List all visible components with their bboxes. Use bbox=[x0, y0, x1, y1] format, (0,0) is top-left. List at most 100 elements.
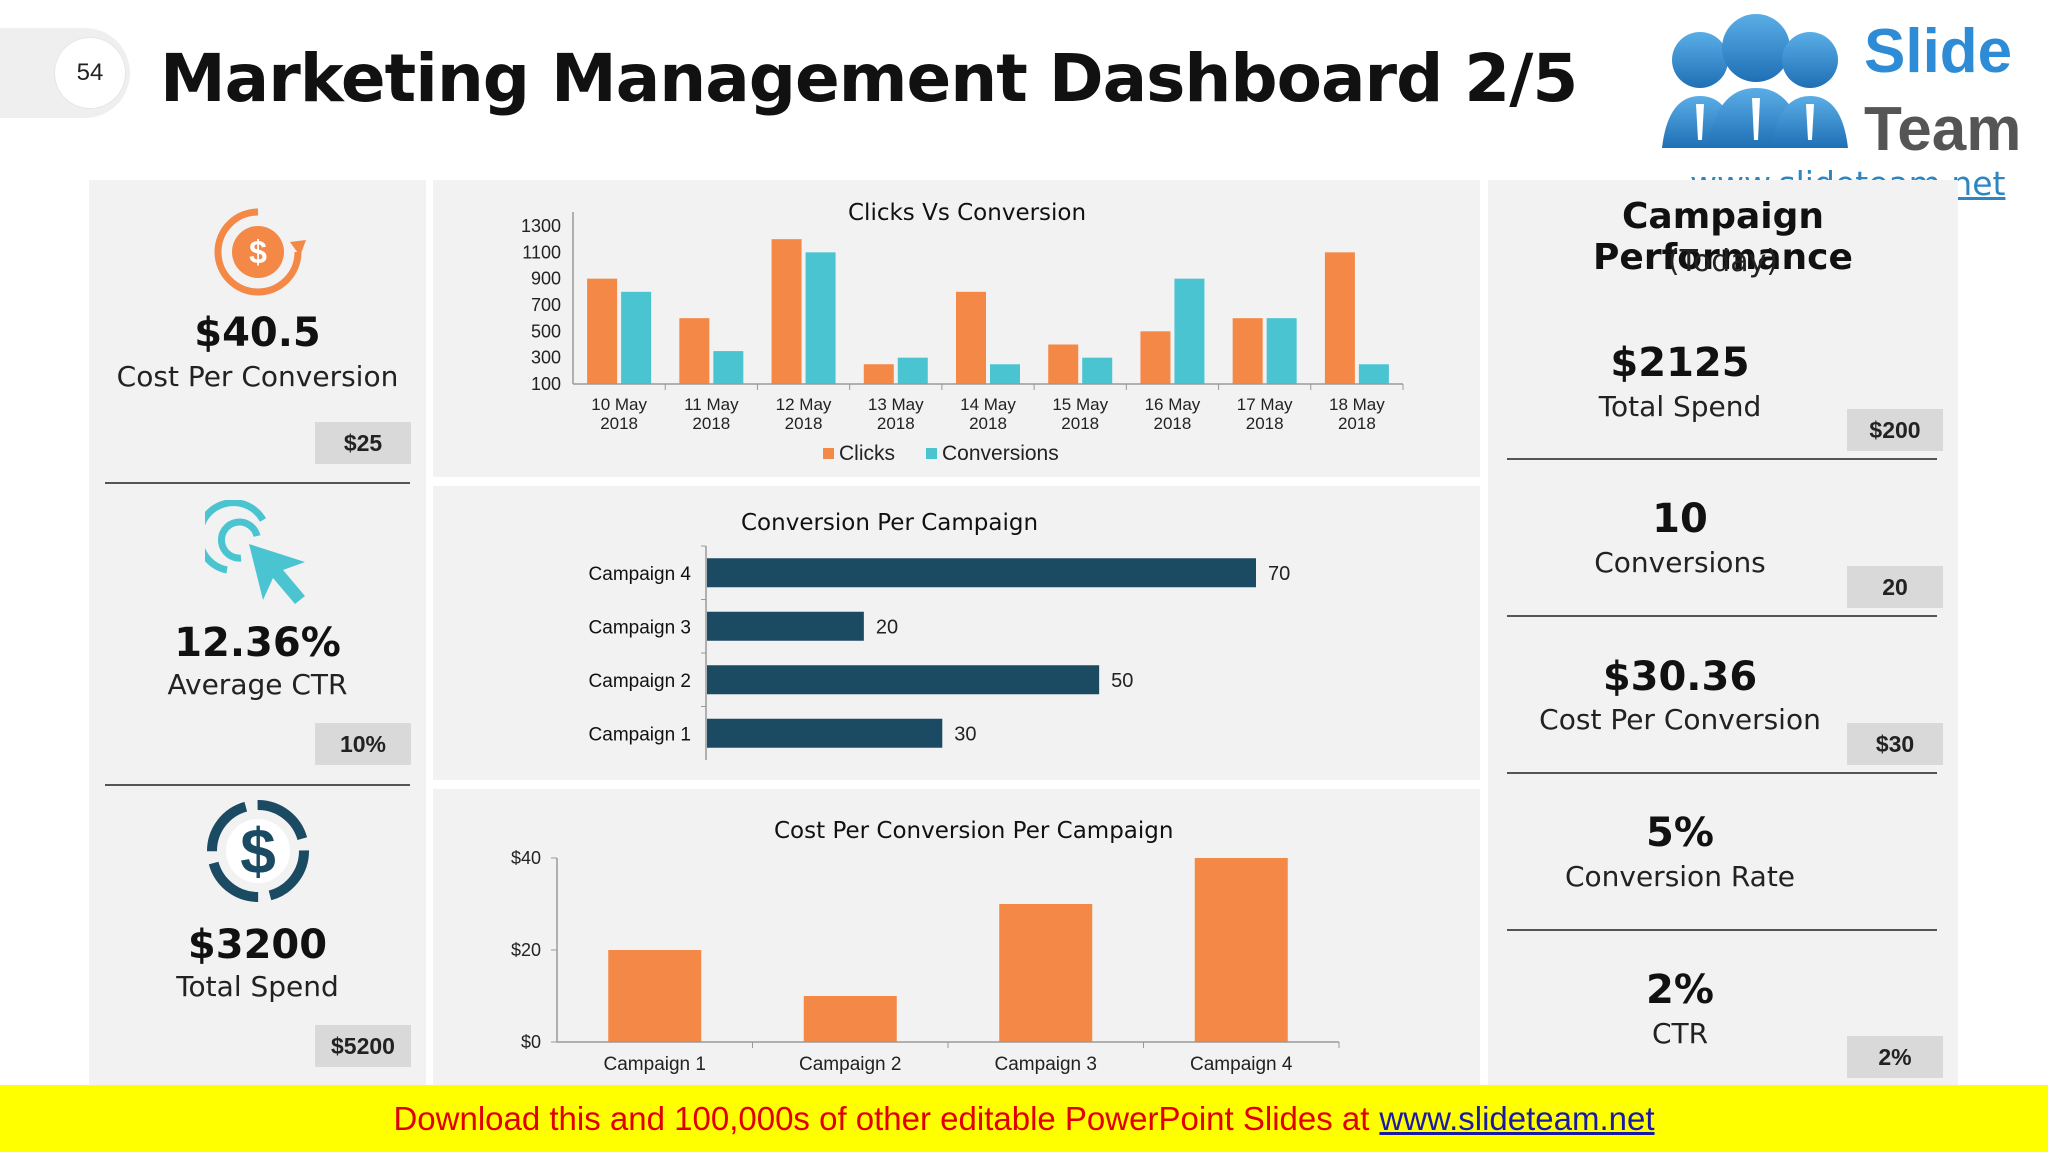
target-badge: 2% bbox=[1847, 1036, 1943, 1078]
cp-value: 5% bbox=[1646, 810, 1714, 856]
y-tick-label: 1100 bbox=[522, 242, 561, 262]
cp-label: CTR bbox=[1651, 1017, 1709, 1050]
data-label: 30 bbox=[954, 723, 976, 745]
svg-text:$: $ bbox=[240, 815, 276, 887]
y-tick-label: Campaign 3 bbox=[589, 617, 691, 638]
kpi-value: $40.5 bbox=[194, 310, 321, 356]
bar-conversions bbox=[1082, 357, 1113, 384]
kpi-label: Average CTR bbox=[167, 668, 348, 701]
x-tick-label: 2018 bbox=[1338, 414, 1376, 433]
data-label: 70 bbox=[1268, 563, 1290, 585]
y-tick-label: 300 bbox=[531, 348, 561, 368]
x-tick-label: 15 May bbox=[1052, 395, 1108, 414]
bar-clicks bbox=[771, 239, 802, 384]
bar bbox=[1194, 858, 1288, 1042]
y-tick-label: 700 bbox=[531, 295, 561, 315]
x-tick-label: Campaign 3 bbox=[995, 1054, 1097, 1075]
svg-text:$: $ bbox=[249, 234, 267, 270]
bar-conversions bbox=[1358, 364, 1389, 384]
bar-conversions bbox=[990, 364, 1020, 384]
legend-swatch bbox=[823, 448, 834, 459]
x-tick-label: 2018 bbox=[600, 414, 638, 433]
left-kpi-panel bbox=[89, 180, 426, 1085]
campaign-performance-panel bbox=[1488, 180, 1958, 1085]
cp-label: Conversions bbox=[1594, 546, 1766, 579]
people-logo-icon: Slide Team bbox=[1662, 14, 2021, 164]
target-badge: $30 bbox=[1847, 723, 1943, 765]
y-tick-label: Campaign 4 bbox=[589, 564, 692, 585]
divider bbox=[1507, 772, 1937, 774]
x-tick-label: 16 May bbox=[1145, 395, 1201, 414]
target-badge: $25 bbox=[315, 422, 411, 464]
bar-conversions bbox=[621, 291, 652, 384]
x-tick-label: Campaign 4 bbox=[1190, 1054, 1293, 1075]
x-tick-label: 2018 bbox=[785, 414, 823, 433]
x-tick-label: 2018 bbox=[969, 414, 1007, 433]
bar-clicks bbox=[679, 318, 710, 384]
cp-value: $30.36 bbox=[1602, 654, 1758, 700]
cp-value: 2% bbox=[1646, 967, 1714, 1013]
target-badge: $5200 bbox=[315, 1025, 411, 1067]
cp-label: Total Spend bbox=[1598, 390, 1762, 423]
kpi-label: Total Spend bbox=[176, 970, 339, 1003]
y-tick-label: 900 bbox=[531, 269, 561, 289]
x-tick-label: 2018 bbox=[692, 414, 730, 433]
bar bbox=[707, 558, 1256, 588]
conversion-per-campaign-chart: Campaign 4 70 Campaign 3 20 Campaign 2 50 Camp… bbox=[589, 545, 1290, 760]
y-tick-label: $0 bbox=[521, 1032, 541, 1052]
target-badge: 10% bbox=[315, 723, 411, 765]
x-tick-label: 18 May bbox=[1329, 395, 1385, 414]
y-tick-label: 100 bbox=[531, 374, 561, 394]
slide-number: 54 bbox=[55, 38, 125, 108]
x-tick-label: 2018 bbox=[877, 414, 915, 433]
divider bbox=[1507, 458, 1937, 460]
target-badge: 20 bbox=[1847, 566, 1943, 608]
bar-conversions bbox=[805, 252, 836, 384]
slideteam-logo: Slide Team bbox=[1638, 0, 2038, 200]
conversion-per-campaign-panel bbox=[433, 486, 1480, 780]
logo-text-line2: Team bbox=[1864, 95, 2021, 164]
x-tick-label: 2018 bbox=[1246, 414, 1284, 433]
campaign-performance-subtitle: (Today) bbox=[1667, 244, 1779, 279]
dollar-circle-icon: $ bbox=[207, 800, 309, 902]
campaign-performance-title: Campaign Performance bbox=[1593, 196, 1853, 278]
logo-text-line1: Slide bbox=[1864, 17, 2012, 86]
bar-clicks bbox=[1048, 344, 1079, 384]
bar-conversions bbox=[897, 357, 928, 384]
banner-link[interactable]: www.slideteam.net bbox=[1379, 1099, 1655, 1137]
divider bbox=[105, 482, 410, 484]
x-tick-label: 2018 bbox=[1061, 414, 1099, 433]
bar-conversions bbox=[1174, 278, 1205, 384]
y-tick-label: 500 bbox=[531, 321, 561, 341]
cp-value: $2125 bbox=[1610, 340, 1750, 386]
cursor-click-icon bbox=[205, 500, 305, 604]
dollar-refresh-icon: $ bbox=[214, 208, 306, 296]
x-tick-label: 13 May bbox=[868, 395, 924, 414]
x-tick-label: Campaign 2 bbox=[799, 1054, 901, 1075]
cp-label: Cost Per Conversion bbox=[1539, 703, 1821, 736]
divider bbox=[1507, 929, 1937, 931]
x-tick-label: 10 May bbox=[591, 395, 647, 414]
bar bbox=[803, 996, 897, 1042]
bar bbox=[999, 904, 1093, 1042]
y-tick-label: 1300 bbox=[521, 216, 561, 236]
cost-per-conversion-panel bbox=[433, 789, 1480, 1089]
x-tick-label: 11 May bbox=[684, 395, 739, 414]
data-label: 50 bbox=[1111, 670, 1133, 692]
chart-title: Clicks Vs Conversion bbox=[848, 200, 1087, 226]
data-label: 20 bbox=[876, 616, 898, 638]
bar-clicks bbox=[1324, 252, 1355, 384]
banner-text: Download this and 100,000s of other edit… bbox=[393, 1099, 1370, 1137]
bar-conversions bbox=[1266, 318, 1297, 384]
x-tick-label: 12 May bbox=[776, 395, 832, 414]
legend-swatch bbox=[926, 448, 937, 459]
y-tick-label: Campaign 1 bbox=[589, 724, 691, 745]
bar bbox=[707, 611, 864, 641]
bar bbox=[707, 718, 943, 748]
bar-clicks bbox=[863, 364, 894, 384]
download-banner: Download this and 100,000s of other edit… bbox=[0, 1085, 2048, 1152]
kpi-value: 12.36% bbox=[174, 620, 341, 666]
chart-title: Conversion Per Campaign bbox=[741, 510, 1039, 536]
legend-entry: Conversions bbox=[942, 442, 1059, 465]
